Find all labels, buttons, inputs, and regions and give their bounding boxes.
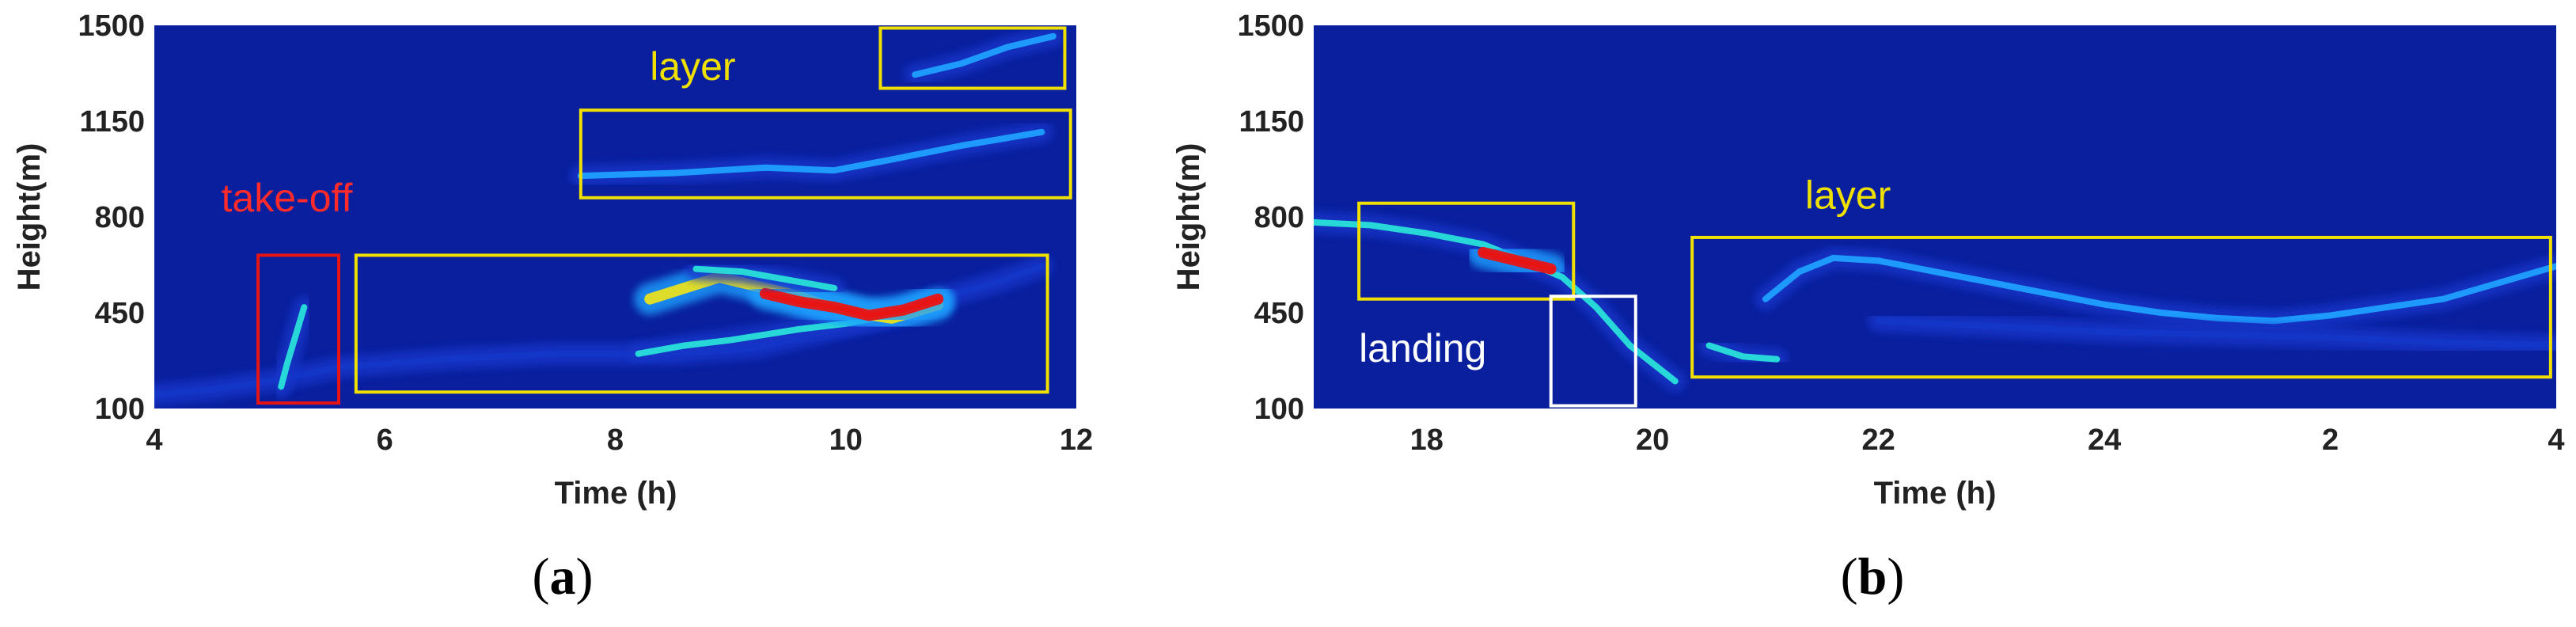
annotation-box-takeoff [256, 253, 340, 405]
echo-trace [1762, 254, 2556, 325]
annotation-label-layer: layer [1805, 173, 1891, 218]
echo-traces-b [1314, 211, 2556, 393]
x-tick-label: 10 [829, 424, 863, 457]
x-tick-label: 2 [2322, 424, 2339, 457]
y-ticks-a: 100 450 800 1150 1500 [78, 10, 145, 426]
y-tick-label: 1150 [1239, 105, 1304, 139]
x-axis-title-a: Time (h) [555, 476, 677, 511]
annotation-label-takeoff: take-off [222, 176, 353, 220]
x-tick-label: 20 [1636, 424, 1669, 457]
x-tick-label: 6 [377, 424, 393, 457]
y-axis-title-b: Height(m) [1171, 143, 1206, 291]
y-tick-label: 800 [1254, 201, 1304, 234]
x-tick-label: 4 [146, 424, 162, 457]
panel-label-b: (b) [1841, 548, 1905, 606]
annotation-box-layer [354, 253, 1049, 394]
x-tick-label: 18 [1410, 424, 1444, 457]
echo-peak [762, 291, 941, 318]
echo-trace [1705, 342, 1781, 363]
x-axis-title-b: Time (h) [1874, 476, 1997, 511]
y-tick-label: 1500 [78, 10, 145, 43]
x-tick-label: 4 [2548, 424, 2564, 457]
echo-trace [692, 265, 838, 291]
y-tick-label: 100 [95, 393, 145, 426]
echo-peak [1481, 249, 1554, 272]
echo-trace [1875, 317, 2556, 349]
x-ticks-b: 18 20 22 24 2 4 [1410, 424, 2565, 457]
echo-trace [278, 304, 308, 390]
annotation-box-layer [1357, 201, 1576, 301]
y-ticks-b: 100 450 800 1150 1500 [1237, 10, 1304, 426]
y-tick-label: 800 [95, 201, 145, 234]
x-ticks-a: 4 6 8 10 12 [146, 424, 1093, 457]
y-tick-label: 1150 [80, 105, 145, 139]
y-axis-title-a: Height(m) [12, 143, 47, 291]
panel-label-a: (a) [533, 548, 594, 606]
y-tick-label: 450 [1254, 297, 1304, 330]
annotations-b: landing layer [1357, 173, 2552, 408]
plot-area-b [1314, 25, 2556, 408]
x-tick-label: 22 [1861, 424, 1895, 457]
annotation-box-layer [878, 26, 1067, 90]
x-tick-label: 12 [1060, 424, 1093, 457]
annotation-box-layer [579, 108, 1072, 200]
annotation-label-layer: layer [650, 44, 735, 89]
x-tick-label: 24 [2088, 424, 2121, 457]
annotation-label-landing: landing [1359, 326, 1486, 370]
y-tick-label: 1500 [1237, 10, 1304, 43]
echo-trace [577, 128, 1045, 180]
y-tick-label: 450 [95, 297, 145, 330]
y-tick-label: 100 [1254, 393, 1304, 426]
annotation-box-layer [1690, 235, 2552, 379]
annotations-a: take-off layer [222, 26, 1072, 405]
echo-trace [912, 32, 1057, 78]
x-tick-label: 8 [607, 424, 624, 457]
annotation-box-landing [1549, 294, 1637, 408]
echo-traces-a [154, 25, 1064, 406]
